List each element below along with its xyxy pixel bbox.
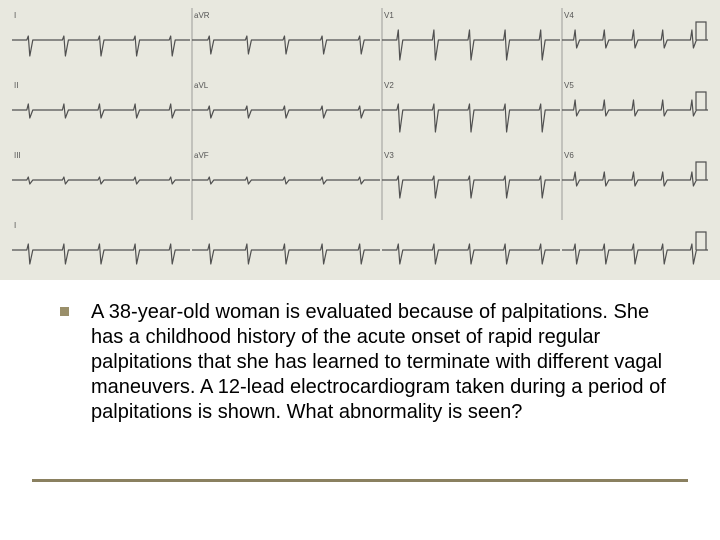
svg-text:V6: V6 <box>564 151 574 160</box>
svg-text:aVF: aVF <box>194 151 209 160</box>
svg-text:II: II <box>14 81 18 90</box>
svg-text:V4: V4 <box>564 11 574 20</box>
slide: IaVR V1 V4 II aVL V2 V5 III aVF V3 V6 I A 38-year-o… <box>0 0 720 540</box>
bullet-square-icon <box>60 307 69 316</box>
svg-text:aVL: aVL <box>194 81 209 90</box>
svg-text:aVR: aVR <box>194 11 210 20</box>
ecg-image: IaVR V1 V4 II aVL V2 V5 III aVF V3 V6 I <box>0 0 720 280</box>
svg-text:V2: V2 <box>384 81 394 90</box>
svg-text:V3: V3 <box>384 151 394 160</box>
body-text-area: A 38-year-old woman is evaluated because… <box>60 300 680 425</box>
svg-text:I: I <box>14 221 16 230</box>
svg-text:V1: V1 <box>384 11 394 20</box>
svg-text:V5: V5 <box>564 81 574 90</box>
svg-text:III: III <box>14 151 21 160</box>
svg-text:I: I <box>14 11 16 20</box>
clinical-vignette-text: A 38-year-old woman is evaluated because… <box>91 300 680 425</box>
bullet-item: A 38-year-old woman is evaluated because… <box>60 300 680 425</box>
horizontal-divider <box>32 479 688 482</box>
